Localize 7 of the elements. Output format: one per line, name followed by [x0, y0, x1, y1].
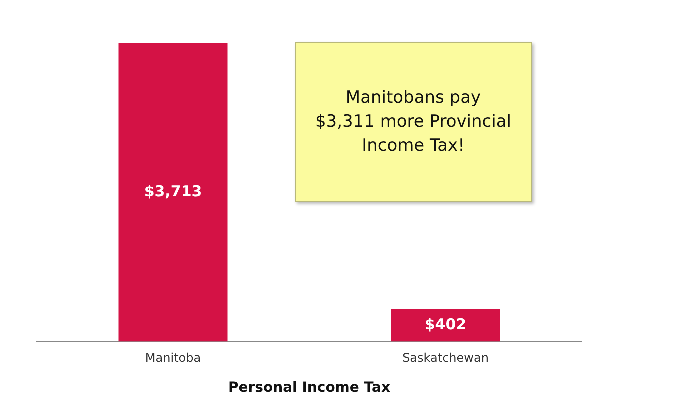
annotation: Manitobans pay $3,311 more Provincial Income Tax! [314, 87, 513, 158]
x-tick-label: Saskatchewan [402, 351, 489, 366]
x-axis-title: Personal Income Tax [228, 380, 390, 396]
data-label: $402 [424, 316, 467, 334]
sticky-note: Manitobans pay $3,311 more Provincial Income Tax! [295, 42, 532, 202]
x-tick-label: Manitoba [145, 351, 202, 366]
data-label: $3,713 [144, 182, 202, 200]
